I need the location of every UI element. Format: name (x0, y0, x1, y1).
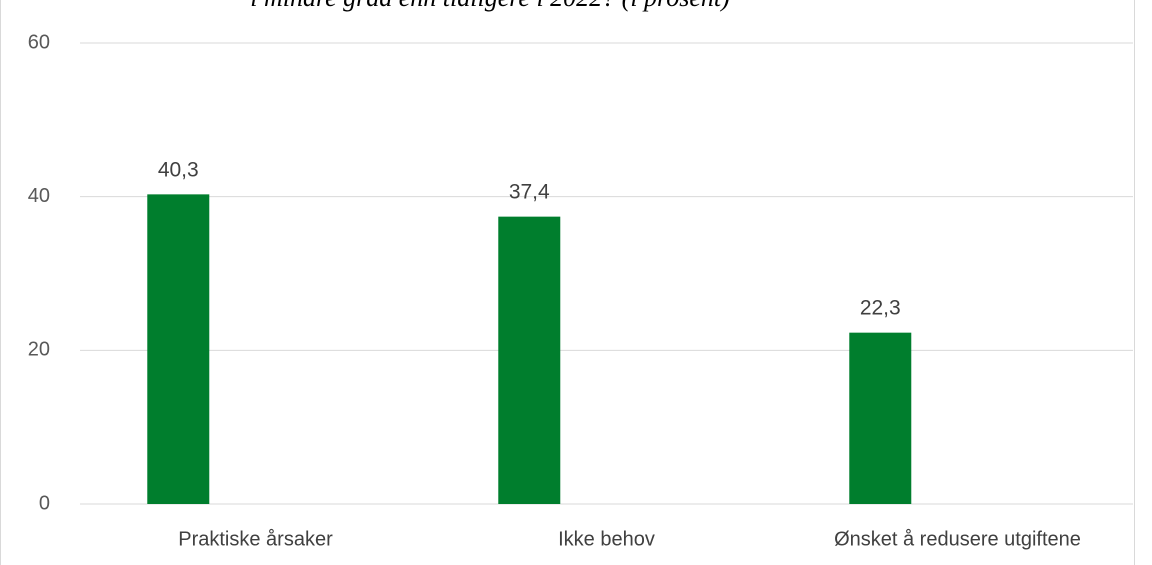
x-tick-label: Ikke behov (558, 528, 655, 550)
y-tick-label: 60 (28, 31, 50, 53)
chart-title: i mindre grad enn tidligere i 2022? (i p… (250, 0, 730, 12)
data-label: 37,4 (509, 181, 550, 204)
data-label: 22,3 (860, 297, 901, 320)
y-tick-label: 20 (28, 339, 50, 361)
data-label: 40,3 (158, 158, 199, 181)
x-tick-label: Praktiske årsaker (178, 528, 333, 550)
bar (147, 194, 210, 504)
y-tick-label: 0 (39, 492, 50, 514)
y-tick-label: 40 (28, 185, 50, 207)
bar (849, 332, 912, 504)
bar (498, 216, 561, 505)
x-tick-label: Ønsket å redusere utgiftene (834, 528, 1081, 550)
